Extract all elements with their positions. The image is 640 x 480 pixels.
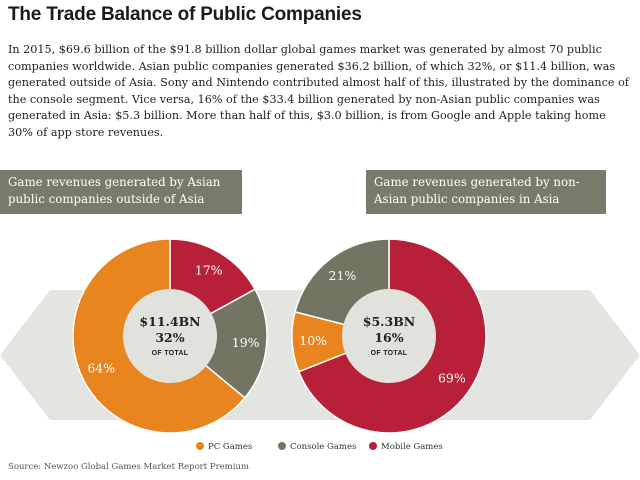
legend-swatch-pc-games (196, 442, 204, 450)
center-note: OF TOTAL (152, 350, 189, 357)
slice-label-mobile-games: 17% (195, 263, 223, 278)
slice-console-games (168, 288, 268, 399)
center-percent: 16% (374, 330, 403, 345)
legend-label-pc-games: PC Games (208, 442, 252, 452)
center-value: $5.3BN (363, 314, 415, 329)
slice-label-console-games: 21% (329, 268, 357, 283)
slice-label-console-games: 19% (232, 335, 260, 350)
source-note: Source: Newzoo Global Games Market Repor… (8, 462, 249, 472)
left-chart-caption: Game revenues generated by Asian public … (0, 170, 242, 214)
legend-swatch-console-games (278, 442, 286, 450)
page-title: The Trade Balance of Public Companies (8, 4, 362, 25)
right-chart-caption: Game revenues generated by non-Asian pub… (366, 170, 606, 214)
legend-swatch-mobile-games (369, 442, 377, 450)
center-percent: 32% (155, 330, 184, 345)
slice-label-mobile-games: 69% (438, 371, 466, 386)
donut-center (123, 289, 217, 383)
legend-label-console-games: Console Games (290, 442, 356, 452)
slice-label-pc-games: 64% (87, 360, 115, 375)
center-value: $11.4BN (139, 314, 200, 329)
center-note: OF TOTAL (371, 350, 408, 357)
legend: PC Games Console Games Mobile Games (196, 442, 443, 452)
slice-label-pc-games: 10% (299, 333, 327, 348)
donut-center (342, 289, 436, 383)
intro-paragraph: In 2015, $69.6 billion of the $91.8 bill… (8, 43, 629, 139)
legend-label-mobile-games: Mobile Games (381, 442, 443, 452)
